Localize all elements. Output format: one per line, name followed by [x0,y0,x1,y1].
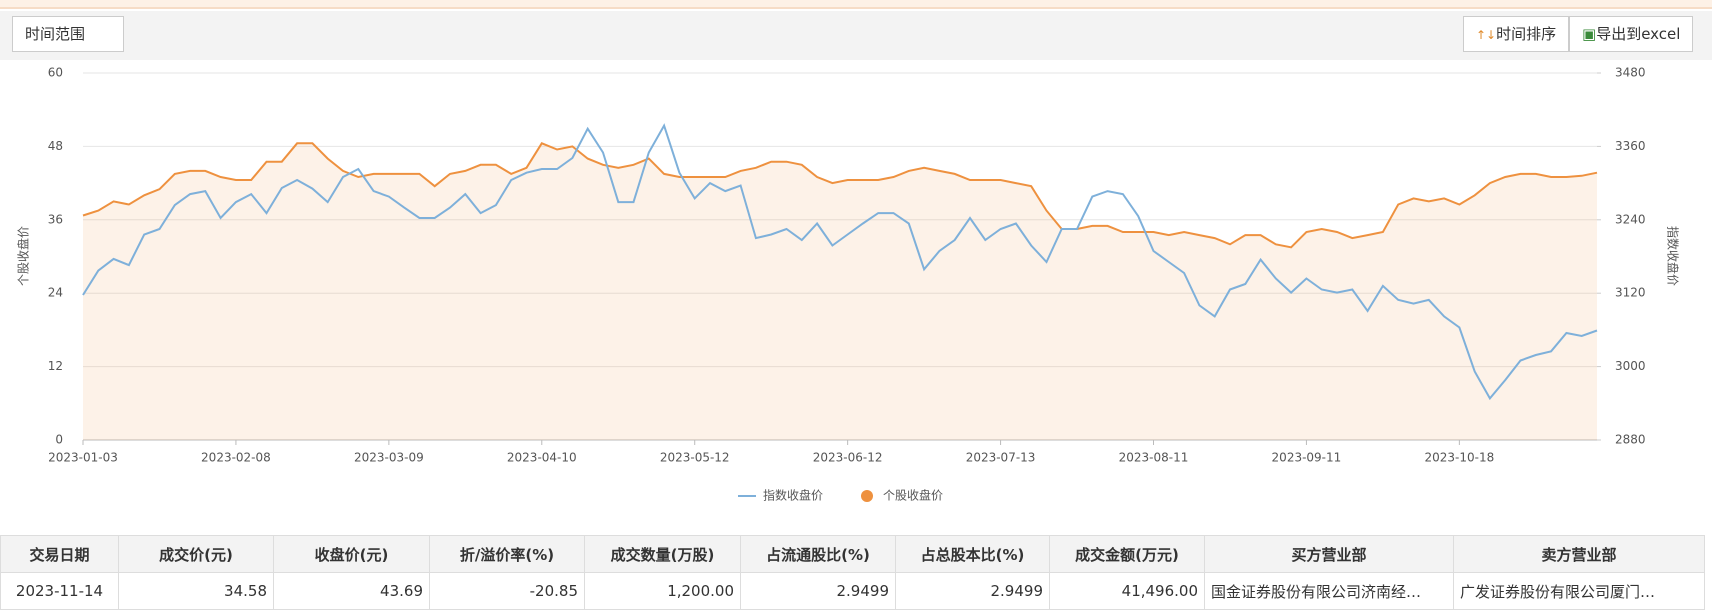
chart: 0 12 24 36 48 60 2880 3000 3120 3240 3360 3480 个股收盘价… [16,66,1681,503]
x-tick-label: 2023-04-10 [507,451,577,465]
y-tick-label: 12 [48,359,63,373]
y2-tick-label: 3360 [1615,139,1646,153]
export-icon: ▣ [1582,25,1597,43]
x-tick-label: 2023-06-12 [813,451,883,465]
y-axis-title: 个股收盘价 [16,226,31,286]
table-cell: 41,496.00 [1049,572,1205,610]
x-tick-label: 2023-02-08 [201,451,271,465]
table-cell: 2.9499 [895,572,1050,610]
y2-tick-label: 3480 [1615,66,1646,80]
table-cell: 1,200.00 [584,572,741,610]
data-table: 交易日期 成交价(元) 收盘价(元) 折/溢价率(%) 成交数量(万股) 占流通股比(%)… [0,535,1705,610]
x-tick-label: 2023-10-18 [1424,451,1494,465]
column-header: 成交数量(万股) [584,535,741,573]
y-tick-label: 0 [55,433,63,447]
y-tick-label: 24 [48,286,63,300]
y2-tick-label: 3120 [1615,286,1646,300]
column-header: 占总股本比(%) [895,535,1050,573]
legend-label: 个股收盘价 [883,488,943,503]
legend-swatch [861,490,873,502]
y2-axis-title: 指数收盘价 [1666,226,1681,286]
x-tick-label: 2023-08-11 [1119,451,1189,465]
header-row: 交易日期 成交价(元) 收盘价(元) 折/溢价率(%) 成交数量(万股) 占流通股比(%)… [0,535,1705,573]
sort-label: 时间排序 [1496,25,1557,43]
table-cell: 2023-11-14 [0,572,119,610]
toolbar: 时间范围 ↑↓时间排序 ▣导出到excel [0,11,1712,60]
series-line [82,123,1598,401]
table-cell: 34.58 [118,572,274,610]
y2-tick-label: 3000 [1615,359,1646,373]
table-cell: 广发证券股份有限公司厦门… [1453,572,1705,610]
table-row: 2023-11-14 34.58 43.69 -20.85 1,200.00 2.9499… [0,572,1705,610]
top-accent [0,0,1712,9]
column-header: 卖方营业部 [1453,535,1705,573]
sort-icon: ↑↓ [1476,28,1497,42]
column-header: 成交金额(万元) [1049,535,1205,573]
column-header: 买方营业部 [1204,535,1454,573]
sort-button[interactable]: ↑↓时间排序 [1463,16,1570,52]
table-cell: -20.85 [429,572,585,610]
y-tick-label: 36 [48,212,63,226]
x-tick-label: 2023-07-13 [966,451,1036,465]
y2-tick-label: 3240 [1615,212,1646,226]
table-cell: 2.9499 [740,572,896,610]
column-header: 交易日期 [0,535,119,573]
x-tick-label: 2023-03-09 [354,451,424,465]
legend-item: 个股收盘价 [861,488,943,503]
y-tick-label: 48 [48,139,63,153]
column-header: 收盘价(元) [273,535,430,573]
legend-item: 指数收盘价 [738,488,823,503]
column-header: 折/溢价率(%) [429,535,585,573]
export-label: 导出到excel [1596,25,1681,43]
series-area [83,143,1597,441]
x-tick-label: 2023-09-11 [1272,451,1342,465]
column-header: 占流通股比(%) [740,535,896,573]
export-button[interactable]: ▣导出到excel [1569,16,1694,52]
series-line [82,142,1598,249]
x-tick-label: 2023-01-03 [48,451,118,465]
x-tick-label: 2023-05-12 [660,451,730,465]
y-tick-label: 60 [48,66,63,80]
y2-tick-label: 2880 [1615,433,1646,447]
table-cell: 国金证券股份有限公司济南经… [1204,572,1454,610]
column-header: 成交价(元) [118,535,274,573]
legend-label: 指数收盘价 [763,488,823,503]
table-cell: 43.69 [273,572,430,610]
range-button[interactable]: 时间范围 [12,16,124,52]
